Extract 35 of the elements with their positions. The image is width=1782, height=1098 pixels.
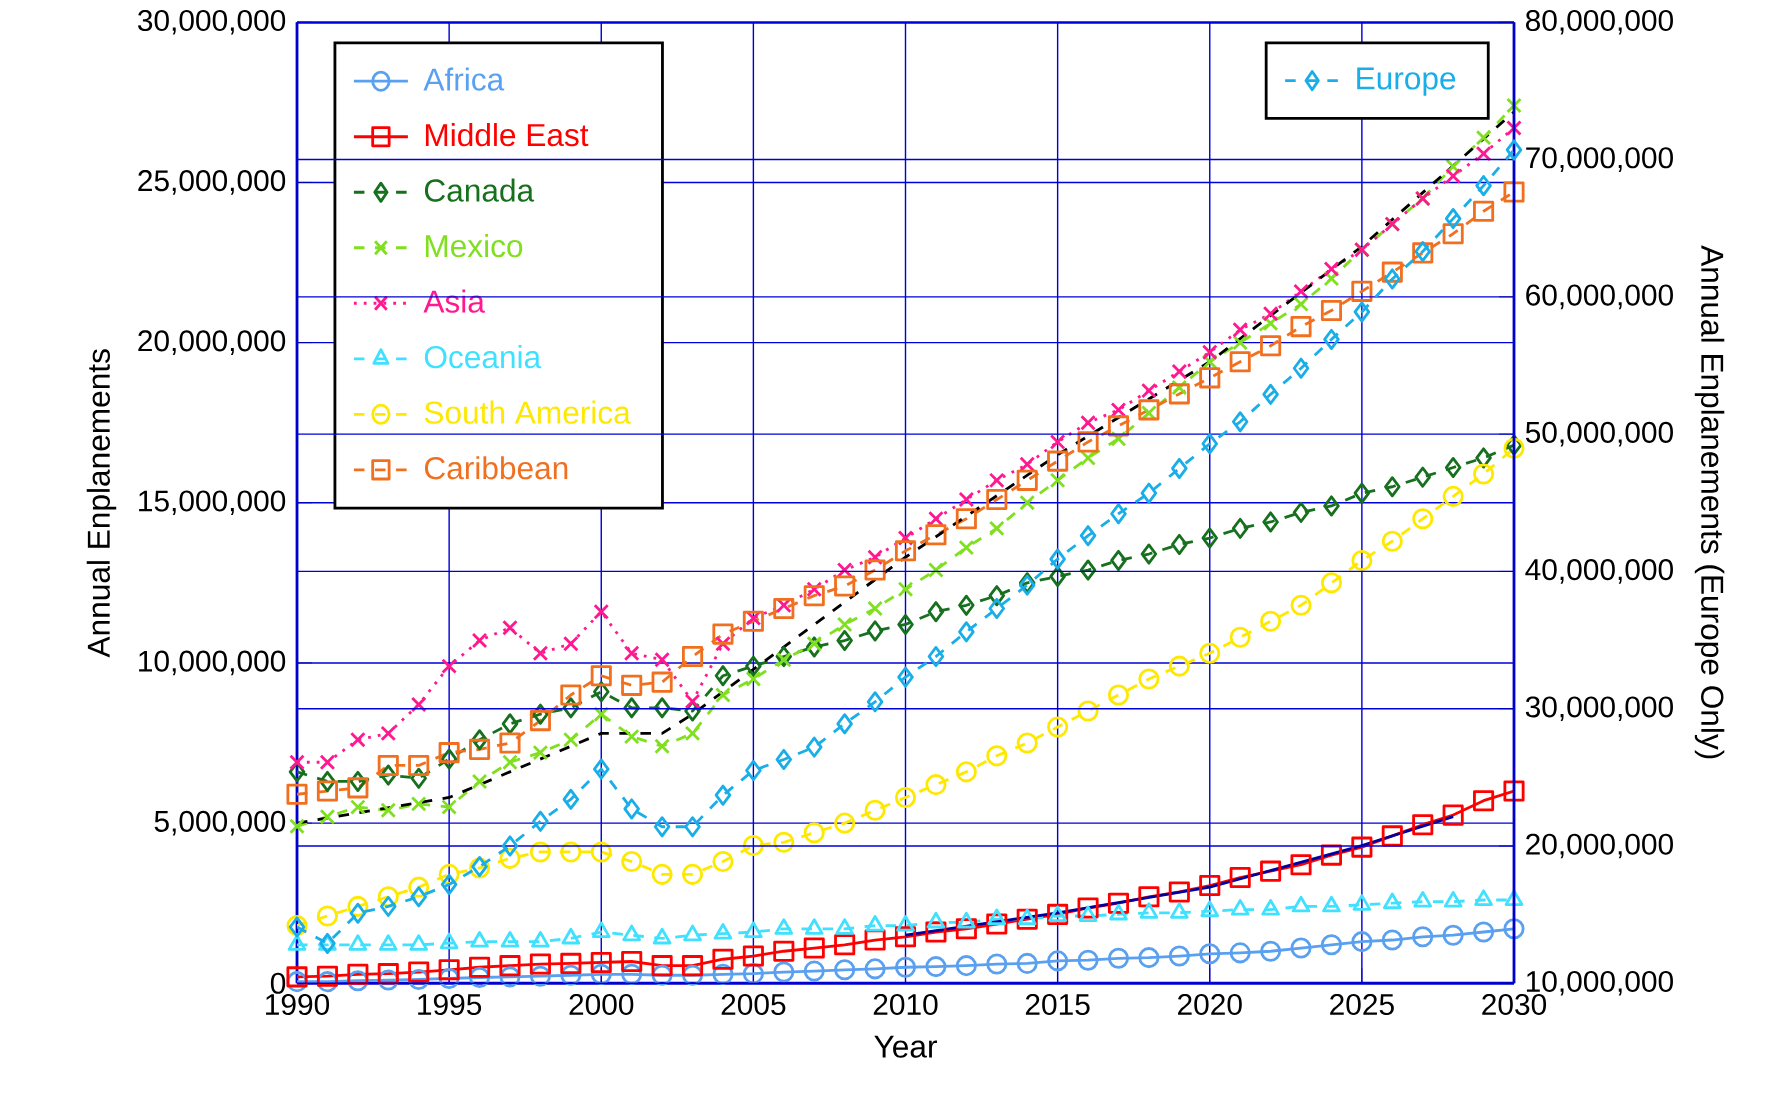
y2-tick-label: 40,000,000 <box>1525 558 1673 584</box>
y2-axis-title: Annual Enplanements (Europe Only) <box>1694 245 1725 759</box>
y-tick-label: 5,000,000 <box>154 810 286 836</box>
y-tick-label: 0 <box>270 972 286 994</box>
legend-label: Africa <box>423 67 505 91</box>
x-tick-label: 1995 <box>418 993 482 1015</box>
x-tick-label: 2015 <box>1025 993 1090 1015</box>
x-tick-label: 2005 <box>721 993 786 1015</box>
y2-tick-label: 80,000,000 <box>1525 9 1673 35</box>
x-tick-label: 2020 <box>1178 993 1242 1015</box>
x-tick-label: 2000 <box>569 993 634 1015</box>
legend-label: Middle East <box>425 122 589 147</box>
y2-tick-label: 10,000,000 <box>1526 970 1673 996</box>
y2-tick-label: 50,000,000 <box>1525 421 1673 447</box>
legend-label: Europe <box>1357 67 1456 96</box>
x-tick-label: 2025 <box>1330 993 1394 1015</box>
legend-label: South America <box>424 400 631 424</box>
x-tick-label: 2010 <box>873 993 938 1015</box>
y-axis-title: Annual Enplanements <box>86 349 117 658</box>
legend-label: Oceania <box>424 344 542 369</box>
x-tick-label: 1990 <box>266 993 330 1015</box>
x-tick-label: 2030 <box>1482 993 1547 1015</box>
y-tick-label: 25,000,000 <box>138 169 286 195</box>
y-tick-label: 10,000,000 <box>139 650 286 676</box>
y2-tick-label: 60,000,000 <box>1526 284 1673 310</box>
y-tick-label: 30,000,000 <box>137 9 286 35</box>
y-tick-label: 20,000,000 <box>138 330 286 355</box>
legend-label: Mexico <box>425 233 523 258</box>
y-tick-label: 15,000,000 <box>139 490 286 515</box>
x-axis-title: Year <box>874 1035 937 1058</box>
legend-label: Caribbean <box>424 456 568 480</box>
y2-tick-label: 70,000,000 <box>1526 147 1673 172</box>
y2-tick-label: 20,000,000 <box>1526 833 1673 859</box>
y2-tick-label: 30,000,000 <box>1525 696 1673 721</box>
legend-label: Canada <box>424 178 535 202</box>
